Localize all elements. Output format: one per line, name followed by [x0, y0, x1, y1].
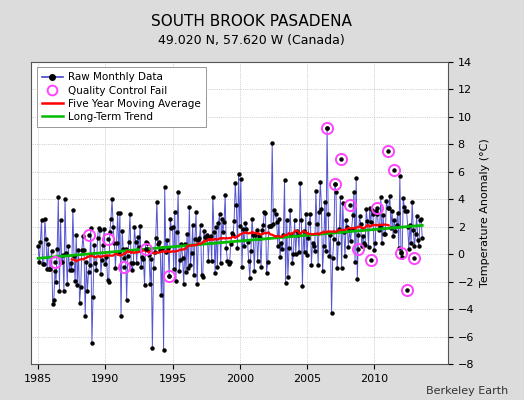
Text: 49.020 N, 57.620 W (Canada): 49.020 N, 57.620 W (Canada): [158, 34, 345, 47]
Text: SOUTH BROOK PASADENA: SOUTH BROOK PASADENA: [151, 14, 352, 29]
Legend: Raw Monthly Data, Quality Control Fail, Five Year Moving Average, Long-Term Tren: Raw Monthly Data, Quality Control Fail, …: [37, 67, 206, 127]
Y-axis label: Temperature Anomaly (°C): Temperature Anomaly (°C): [480, 139, 490, 287]
Text: Berkeley Earth: Berkeley Earth: [426, 386, 508, 396]
